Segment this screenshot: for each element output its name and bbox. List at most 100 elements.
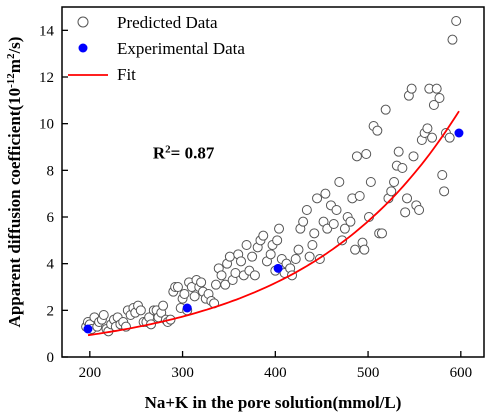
- x-axis-title: Na+K in the pore solution(mmol/L): [145, 393, 402, 412]
- predicted-point: [179, 289, 190, 299]
- legend-marker-predicted: [77, 16, 89, 28]
- predicted-point: [309, 228, 320, 239]
- predicted-point: [249, 270, 260, 281]
- predicted-point: [224, 251, 235, 262]
- predicted-point: [397, 163, 408, 173]
- x-tick-label: 300: [171, 365, 194, 381]
- r-squared-annotation: R2= 0.87: [153, 144, 215, 163]
- predicted-point: [376, 228, 387, 239]
- predicted-point: [304, 251, 315, 262]
- predicted-point: [339, 223, 350, 234]
- predicted-point: [337, 235, 348, 246]
- predicted-point: [447, 34, 458, 45]
- predicted-point: [189, 291, 200, 302]
- predicted-point: [351, 151, 362, 162]
- predicted-point: [258, 230, 269, 241]
- legend-label-experimental: Experimental Data: [117, 39, 245, 58]
- y-tick-label: 0: [47, 350, 55, 366]
- x-tick-label: 200: [79, 365, 102, 381]
- predicted-point: [386, 186, 397, 197]
- predicted-point: [389, 177, 400, 187]
- plot-area: [81, 16, 464, 337]
- predicted-point: [408, 151, 419, 162]
- r-squared-value: = 0.87: [171, 144, 215, 163]
- x-tick-label: 600: [450, 365, 473, 381]
- predicted-point: [320, 188, 331, 199]
- plot-frame: [61, 6, 485, 358]
- y-axis-title: Apparent diffusion coefficient(10-12m2/s…: [5, 37, 24, 328]
- experimental-point: [454, 128, 464, 138]
- x-tick-label: 500: [357, 365, 380, 381]
- fit-line: [87, 110, 460, 337]
- predicted-point: [331, 205, 342, 215]
- y-tick-label: 2: [47, 303, 55, 319]
- predicted-point: [328, 219, 339, 229]
- predicted-point: [406, 83, 417, 94]
- y-tick-label: 4: [47, 257, 55, 273]
- predicted-point: [307, 240, 318, 250]
- y-tick-label: 14: [39, 23, 55, 39]
- predicted-point: [444, 132, 455, 143]
- predicted-point: [402, 193, 413, 204]
- axis-ticks: 200 300 400 500 600 0 2 4 6 8 10 12 14: [39, 23, 472, 381]
- predicted-point: [393, 146, 404, 157]
- predicted-point: [437, 170, 448, 180]
- predicted-point: [334, 177, 345, 187]
- predicted-point: [312, 193, 323, 204]
- predicted-point: [361, 149, 372, 159]
- y-axis-title-prefix: Apparent diffusion coefficient(10: [5, 88, 24, 328]
- predicted-point: [431, 83, 442, 94]
- r-squared-superscript: 2: [165, 144, 171, 156]
- predicted-point: [272, 235, 283, 246]
- predicted-point: [241, 240, 252, 250]
- predicted-point: [451, 16, 462, 26]
- predicted-point: [350, 244, 361, 255]
- predicted-point: [434, 93, 445, 103]
- predicted-point: [236, 256, 247, 267]
- predicted-point: [172, 282, 183, 292]
- y-axis-title-suffix: /s): [5, 37, 24, 55]
- predicted-point: [265, 249, 276, 260]
- predicted-point: [439, 186, 450, 197]
- predicted-point: [414, 205, 425, 215]
- y-axis-title-exp1: -12: [5, 73, 17, 88]
- experimental-point: [273, 263, 283, 273]
- predicted-point: [293, 244, 304, 255]
- predicted-point: [210, 279, 221, 290]
- legend: Predicted Data Experimental Data Fit: [68, 13, 245, 84]
- predicted-point: [220, 279, 231, 290]
- r-squared-prefix: R: [153, 144, 166, 163]
- predicted-point: [158, 300, 169, 311]
- legend-marker-experimental: [78, 43, 88, 53]
- predicted-point: [354, 191, 365, 201]
- predicted-point: [359, 244, 370, 255]
- predicted-point: [365, 177, 376, 187]
- predicted-point: [298, 216, 309, 227]
- experimental-point: [83, 324, 93, 334]
- predicted-point: [196, 277, 207, 288]
- x-tick-label: 400: [264, 365, 287, 381]
- predicted-point: [400, 207, 411, 218]
- legend-label-predicted: Predicted Data: [117, 13, 218, 32]
- predicted-point: [98, 310, 109, 320]
- predicted-point: [372, 125, 383, 136]
- predicted-point: [274, 223, 285, 234]
- predicted-point: [216, 270, 227, 281]
- predicted-point: [290, 254, 301, 264]
- predicted-point: [428, 100, 439, 110]
- y-tick-label: 12: [39, 70, 54, 86]
- predicted-point: [230, 268, 241, 278]
- y-tick-label: 10: [39, 117, 54, 133]
- predicted-point: [247, 251, 258, 262]
- y-tick-label: 8: [47, 163, 55, 179]
- experimental-point: [182, 303, 192, 313]
- y-tick-label: 6: [47, 210, 55, 226]
- predicted-point: [380, 104, 391, 115]
- predicted-point: [135, 305, 146, 316]
- predicted-point: [422, 123, 433, 134]
- legend-label-fit: Fit: [117, 65, 136, 84]
- predicted-point: [427, 132, 438, 143]
- predicted-point: [301, 205, 312, 215]
- y-axis-title-exp2: 2: [5, 53, 17, 59]
